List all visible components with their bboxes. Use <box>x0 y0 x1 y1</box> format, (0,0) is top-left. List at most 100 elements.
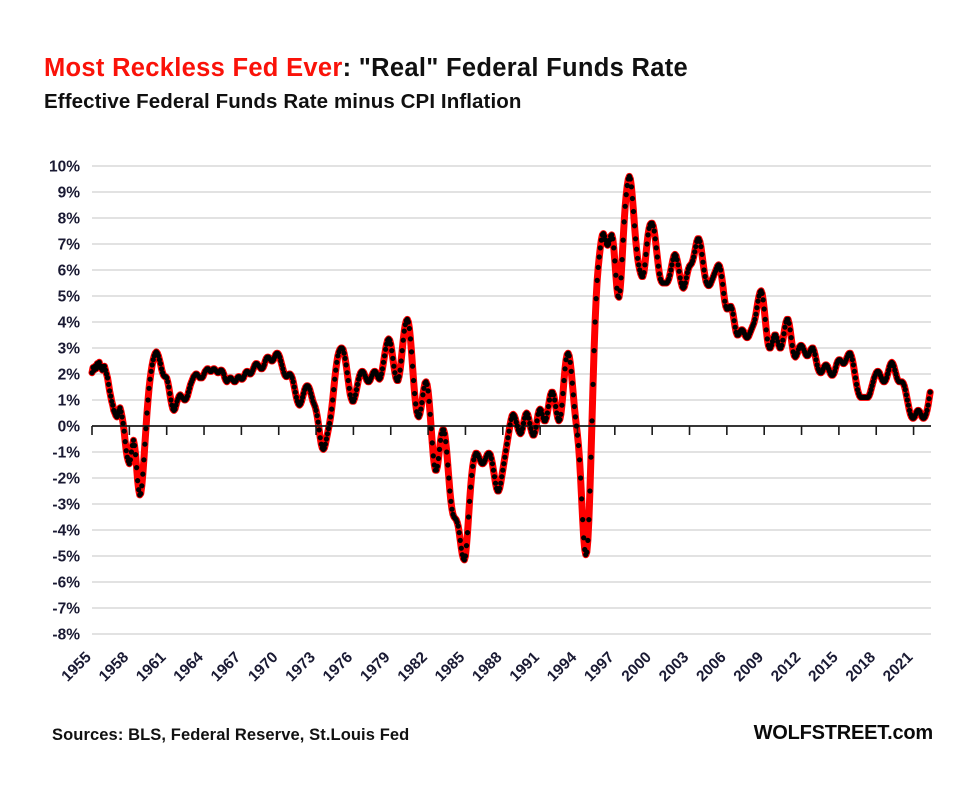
data-point-marker <box>150 357 156 363</box>
data-point-marker <box>587 488 593 494</box>
data-point-marker <box>379 366 386 372</box>
data-point-marker <box>832 368 838 374</box>
data-point-marker <box>332 376 338 382</box>
data-point-marker <box>635 255 641 261</box>
data-point-marker <box>120 420 126 426</box>
data-point-marker <box>906 407 913 413</box>
data-point-marker <box>436 446 443 452</box>
data-point-marker <box>354 381 361 387</box>
data-point-marker <box>381 353 388 359</box>
data-point-marker <box>117 405 123 411</box>
data-point-marker <box>558 411 564 417</box>
data-point-marker <box>924 407 930 413</box>
data-point-marker <box>813 357 819 363</box>
data-point-marker <box>720 281 726 287</box>
data-point-marker <box>551 392 557 398</box>
data-point-marker <box>443 439 449 445</box>
data-point-marker <box>280 366 286 372</box>
data-point-marker <box>425 388 431 394</box>
data-point-marker <box>107 388 113 394</box>
data-point-marker <box>445 462 451 468</box>
data-point-marker <box>637 267 643 273</box>
data-point-marker <box>884 375 890 381</box>
data-point-marker <box>417 411 423 417</box>
data-point-marker <box>421 385 427 391</box>
data-point-marker <box>519 426 526 432</box>
data-point-marker <box>925 402 931 408</box>
data-point-marker <box>787 327 793 333</box>
data-point-marker <box>413 401 419 407</box>
data-point-marker <box>730 311 736 317</box>
data-point-marker <box>573 423 580 429</box>
data-point-marker <box>498 480 504 486</box>
data-point-marker <box>356 376 362 382</box>
data-point-marker <box>592 319 598 325</box>
y-axis-tick-label: -2% <box>52 471 80 488</box>
data-point-marker <box>410 377 417 384</box>
data-point-marker <box>645 232 651 238</box>
data-point-marker <box>674 257 680 263</box>
data-point-marker <box>732 324 738 330</box>
data-point-marker <box>812 351 818 358</box>
data-point-marker <box>675 262 681 268</box>
data-point-marker <box>903 392 909 398</box>
data-point-marker <box>326 420 333 426</box>
data-point-marker <box>164 375 170 381</box>
data-point-marker <box>544 410 550 416</box>
y-axis-tick-label: -4% <box>52 523 80 540</box>
data-point-marker <box>301 390 307 397</box>
data-point-marker <box>168 397 174 403</box>
data-point-marker <box>597 245 603 251</box>
data-point-marker <box>147 376 153 382</box>
data-point-marker <box>502 454 508 460</box>
data-point-marker <box>334 359 340 365</box>
data-point-marker <box>577 475 584 481</box>
data-point-marker <box>619 257 625 263</box>
data-point-marker <box>593 296 599 302</box>
data-point-marker <box>344 370 350 376</box>
data-point-marker <box>317 435 323 441</box>
data-point-marker <box>277 354 283 360</box>
data-point-marker <box>492 480 499 486</box>
data-point-marker <box>321 445 327 451</box>
data-point-marker <box>848 353 854 359</box>
data-point-marker <box>463 543 470 549</box>
data-point-marker <box>315 419 321 425</box>
title-rest: : "Real" Federal Funds Rate <box>342 54 689 82</box>
data-point-marker <box>503 448 509 454</box>
data-point-marker <box>719 273 725 280</box>
data-point-marker <box>779 342 785 348</box>
data-point-marker <box>471 457 477 463</box>
y-axis-tick-label: 0% <box>58 419 81 436</box>
data-point-marker <box>146 385 152 391</box>
data-point-marker <box>504 441 510 447</box>
data-point-marker <box>901 383 907 389</box>
data-point-marker <box>489 461 496 467</box>
data-point-marker <box>318 441 324 447</box>
data-point-marker <box>886 367 892 373</box>
data-point-marker <box>378 371 385 377</box>
sources-label: Sources: BLS, Federal Reserve, St.Louis … <box>52 726 410 744</box>
data-point-marker <box>455 523 461 529</box>
data-point-marker <box>590 381 596 387</box>
data-point-marker <box>768 342 775 348</box>
data-point-marker <box>322 441 328 447</box>
data-point-marker <box>670 257 676 263</box>
data-point-marker <box>488 455 494 462</box>
data-point-marker <box>650 223 656 229</box>
data-point-marker <box>520 420 527 426</box>
data-point-marker <box>136 487 142 493</box>
data-point-marker <box>853 381 860 387</box>
data-point-marker <box>427 411 433 417</box>
data-point-marker <box>442 431 448 437</box>
data-point-marker <box>782 324 788 330</box>
data-point-marker <box>466 498 473 504</box>
data-point-marker <box>562 366 568 372</box>
data-point-marker <box>434 463 441 469</box>
data-point-marker <box>569 380 575 386</box>
data-point-marker <box>621 219 627 225</box>
data-point-marker <box>563 357 569 363</box>
data-point-marker <box>134 465 140 471</box>
data-point-marker <box>293 394 299 400</box>
data-point-marker <box>341 350 347 356</box>
